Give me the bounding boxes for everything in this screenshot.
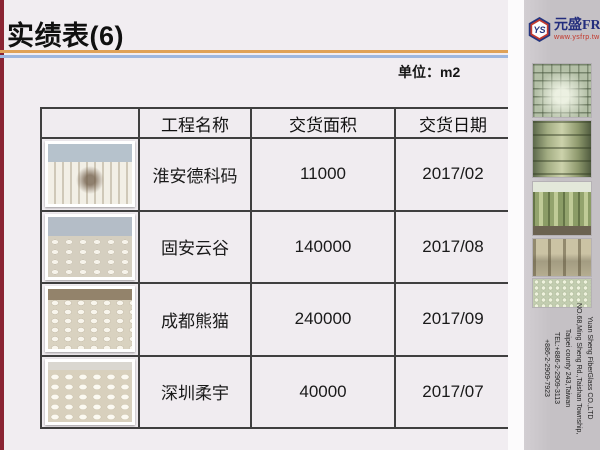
address-line: TEL:+886-2-2909-3113 [553,331,561,405]
delivery-date-cell: 2017/02 [396,139,510,210]
frp-tank-closeup-photo [532,120,592,178]
page-title: 实绩表(6) [7,21,124,51]
table-row-photo-cell [42,284,138,355]
left-edge-bar [0,0,4,450]
delivery-area-cell: 40000 [252,356,394,427]
delivery-area-cell: 240000 [252,284,394,355]
project-name-cell: 深圳柔宇 [140,356,250,427]
plant-interior-photo [532,238,592,277]
ys-hexagon-logo-icon: YS [528,17,551,42]
address-line: Taipei county 243,Taiwan [564,328,572,408]
header-photo-column [42,109,138,137]
tank-field-dense-photo [45,286,135,353]
header-project: 工程名称 [140,109,250,137]
project-name-cell: 淮安德科码 [140,139,250,210]
delivery-date-cell: 2017/07 [396,356,510,427]
project-name-cell: 固安云谷 [140,211,250,282]
tank-tops-grid-photo [532,278,592,308]
tank-field-cranes-photo [45,213,135,280]
ys-monogram: YS [532,21,547,38]
header-date: 交货日期 [396,109,510,137]
project-name-cell: 成都熊猫 [140,284,250,355]
website-url: www.ysfrp.tw [554,33,600,41]
unit-label: 单位：m2 [398,64,461,80]
sidebar-white-strip [508,0,524,450]
tank-field-construction-photo [45,141,135,208]
factory-ceiling-photo [532,63,592,118]
address-line: NO.68,Ming Sheng Rd.,Taishan Township, [575,303,583,435]
title-divider-orange [0,50,521,53]
table-row-photo-cell [42,211,138,282]
company-sidebar: YS 元盛FRP www.ysfrp.tw Yuan Sheng FiberGl… [524,0,600,450]
header-area: 交货面积 [252,109,394,137]
results-table: 工程名称 交货面积 交货日期 淮安德科码 11000 2017/02 固安云谷 … [40,107,512,429]
brand-name: 元盛FRP [554,17,600,33]
delivery-date-cell: 2017/09 [396,284,510,355]
storage-tanks-photo [532,181,592,236]
delivery-date-cell: 2017/08 [396,211,510,282]
table-row-photo-cell [42,139,138,210]
company-logo: YS 元盛FRP www.ysfrp.tw [527,17,600,42]
address-line: +886-2-2909-7923 [542,339,550,397]
company-address-vertical: Yuan Sheng FiberGlass CO.,LTD NO.68,Ming… [530,303,594,435]
title-divider-blue [0,55,521,58]
delivery-area-cell: 11000 [252,139,394,210]
tank-field-rows-photo [45,358,135,425]
table-row-photo-cell [42,356,138,427]
delivery-area-cell: 140000 [252,211,394,282]
address-line: Yuan Sheng FiberGlass CO.,LTD [586,316,593,420]
